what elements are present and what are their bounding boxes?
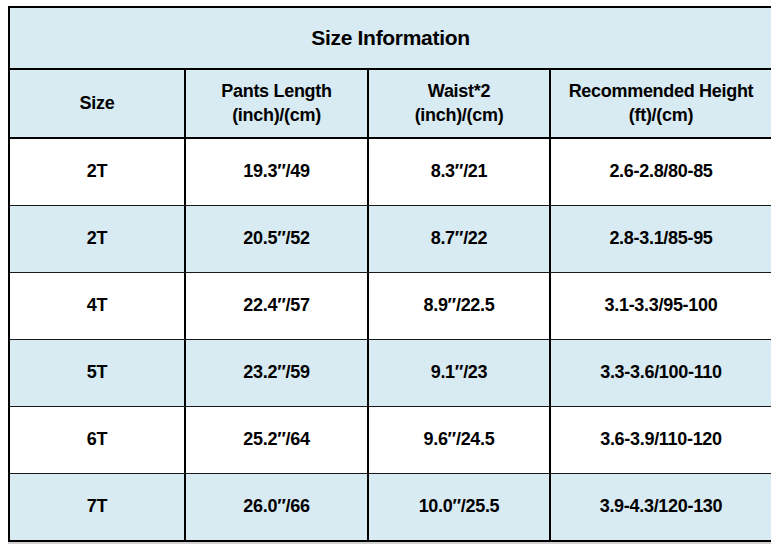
cell-waist: 10.0″/25.5 xyxy=(369,474,551,540)
cell-recommended-height: 2.8-3.1/85-95 xyxy=(551,206,771,272)
cell-waist: 8.3″/21 xyxy=(369,139,551,205)
table-title-row: Size Information xyxy=(10,8,771,70)
cell-recommended-height: 3.6-3.9/110-120 xyxy=(551,407,771,473)
cell-size: 2T xyxy=(10,206,186,272)
cell-pants-length: 19.3″/49 xyxy=(186,139,369,205)
table-row: 2T 19.3″/49 8.3″/21 2.6-2.8/80-85 xyxy=(10,139,771,206)
cell-pants-length: 22.4″/57 xyxy=(186,273,369,339)
cell-recommended-height: 3.1-3.3/95-100 xyxy=(551,273,771,339)
table-row: 6T 25.2″/64 9.6″/24.5 3.6-3.9/110-120 xyxy=(10,407,771,474)
cell-size: 7T xyxy=(10,474,186,540)
cell-pants-length: 20.5″/52 xyxy=(186,206,369,272)
cell-size: 5T xyxy=(10,340,186,406)
cell-waist: 8.9″/22.5 xyxy=(369,273,551,339)
cell-pants-length: 25.2″/64 xyxy=(186,407,369,473)
cell-recommended-height: 3.3-3.6/100-110 xyxy=(551,340,771,406)
cell-size: 6T xyxy=(10,407,186,473)
cell-recommended-height: 2.6-2.8/80-85 xyxy=(551,139,771,205)
table-title: Size Information xyxy=(10,8,771,68)
cell-waist: 9.1″/23 xyxy=(369,340,551,406)
size-information-table: Size Information Size Pants Length (inch… xyxy=(8,6,771,542)
cell-waist: 8.7″/22 xyxy=(369,206,551,272)
cell-size: 4T xyxy=(10,273,186,339)
header-cell-recommended-height: Recommended Height (ft)/(cm) xyxy=(551,70,771,137)
table-row: 7T 26.0″/66 10.0″/25.5 3.9-4.3/120-130 xyxy=(10,474,771,540)
cell-waist: 9.6″/24.5 xyxy=(369,407,551,473)
table-row: 2T 20.5″/52 8.7″/22 2.8-3.1/85-95 xyxy=(10,206,771,273)
cell-recommended-height: 3.9-4.3/120-130 xyxy=(551,474,771,540)
header-cell-waist: Waist*2 (inch)/(cm) xyxy=(369,70,551,137)
header-cell-size: Size xyxy=(10,70,186,137)
cell-pants-length: 23.2″/59 xyxy=(186,340,369,406)
header-cell-pants-length: Pants Length (inch)/(cm) xyxy=(186,70,369,137)
table-row: 5T 23.2″/59 9.1″/23 3.3-3.6/100-110 xyxy=(10,340,771,407)
table-header-row: Size Pants Length (inch)/(cm) Waist*2 (i… xyxy=(10,70,771,139)
cell-size: 2T xyxy=(10,139,186,205)
cell-pants-length: 26.0″/66 xyxy=(186,474,369,540)
table-row: 4T 22.4″/57 8.9″/22.5 3.1-3.3/95-100 xyxy=(10,273,771,340)
